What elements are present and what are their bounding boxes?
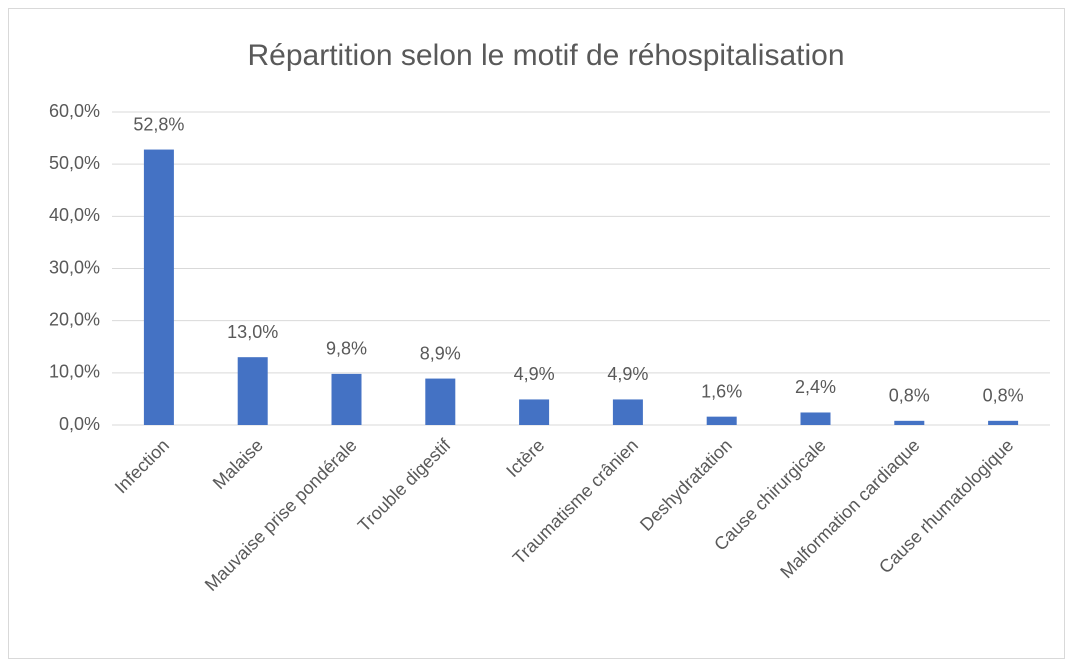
data-label: 13,0% [227, 322, 278, 342]
bar [143, 149, 174, 425]
chart-frame [8, 8, 1065, 659]
y-tick-label: 50,0% [49, 153, 100, 173]
bar [425, 378, 456, 425]
data-label: 9,8% [326, 339, 367, 359]
bar [800, 412, 831, 425]
y-tick-label: 0,0% [59, 414, 100, 434]
data-label: 2,4% [795, 377, 836, 397]
data-label: 52,8% [133, 114, 184, 134]
y-tick-label: 20,0% [49, 309, 100, 329]
y-tick-label: 40,0% [49, 205, 100, 225]
data-label: 0,8% [889, 386, 930, 406]
bar [331, 373, 362, 425]
bar [519, 399, 550, 425]
data-label: 1,6% [701, 381, 742, 401]
y-tick-label: 10,0% [49, 362, 100, 382]
y-tick-label: 30,0% [49, 257, 100, 277]
data-label: 0,8% [983, 386, 1024, 406]
bar [894, 420, 925, 425]
y-tick-label: 60,0% [49, 101, 100, 121]
chart-title: Répartition selon le motif de réhospital… [248, 39, 845, 72]
bar [988, 420, 1019, 425]
data-label: 8,9% [420, 343, 461, 363]
bar [706, 416, 737, 425]
data-label: 4,9% [514, 364, 555, 384]
data-label: 4,9% [607, 364, 648, 384]
bar [237, 357, 268, 425]
bar [612, 399, 643, 425]
